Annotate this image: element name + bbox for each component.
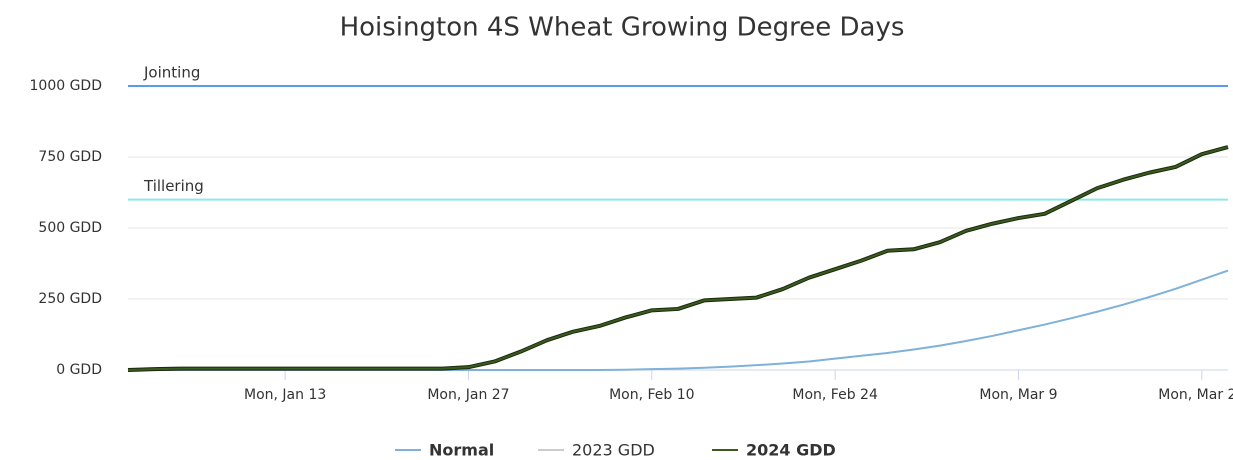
legend-label: 2023 GDD [572, 441, 655, 460]
x-tick-label: Mon, Mar 23 [1158, 387, 1233, 403]
y-tick-label: 500 GDD [38, 220, 102, 236]
y-tick-label: 750 GDD [38, 149, 102, 165]
plot-line-label: Jointing [143, 64, 200, 82]
series-line [128, 269, 1229, 371]
y-tick-label: 250 GDD [38, 291, 102, 307]
x-tick-label: Mon, Feb 10 [609, 387, 694, 403]
series-line [127, 146, 1229, 371]
legend-label: 2024 GDD [746, 441, 836, 460]
x-tick-label: Mon, Feb 24 [792, 387, 878, 403]
x-tick-label: Mon, Jan 13 [244, 387, 326, 403]
chart-title: Hoisington 4S Wheat Growing Degree Days [340, 13, 905, 43]
legend-label: Normal [429, 441, 494, 460]
x-tick-label: Mon, Mar 9 [979, 387, 1057, 403]
y-tick-label: 1000 GDD [30, 78, 103, 94]
x-tick-label: Mon, Jan 27 [427, 387, 509, 403]
y-tick-label: 0 GDD [56, 362, 102, 378]
plot-line-label: Tillering [143, 177, 204, 195]
series-outline [127, 145, 1229, 372]
